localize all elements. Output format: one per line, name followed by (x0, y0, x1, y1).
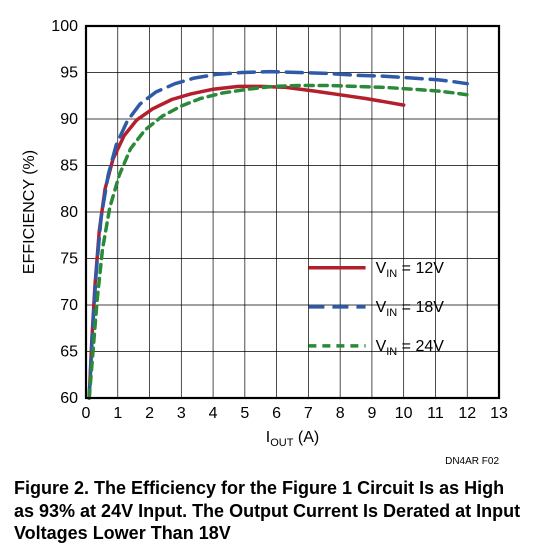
ytick-label: 80 (60, 204, 78, 221)
xtick-label: 7 (304, 405, 313, 422)
xtick-label: 5 (240, 405, 249, 422)
ytick-label: 90 (60, 111, 78, 128)
xtick-label: 4 (209, 405, 218, 422)
figure-id: DN4AR F02 (14, 456, 499, 467)
xtick-label: 8 (336, 405, 345, 422)
ytick-label: 75 (60, 251, 78, 268)
ytick-label: 100 (51, 18, 78, 35)
xtick-label: 6 (272, 405, 281, 422)
ytick-label: 85 (60, 158, 78, 175)
figure-caption: Figure 2. The Efficiency for the Figure … (14, 477, 529, 545)
xtick-label: 13 (490, 405, 508, 422)
chart-svg: 0123456789101112136065707580859095100EFF… (14, 14, 519, 454)
ytick-label: 65 (60, 344, 78, 361)
legend-label: VIN = 18V (376, 299, 445, 319)
ytick-label: 70 (60, 297, 78, 314)
xtick-label: 9 (367, 405, 376, 422)
x-axis-label: IOUT (A) (266, 429, 319, 449)
xtick-label: 2 (145, 405, 154, 422)
y-axis-label: EFFICIENCY (%) (21, 150, 38, 274)
xtick-label: 10 (395, 405, 413, 422)
xtick-label: 11 (427, 405, 444, 422)
xtick-label: 0 (82, 405, 91, 422)
ytick-label: 95 (60, 65, 78, 82)
xtick-label: 12 (458, 405, 476, 422)
ytick-label: 60 (60, 390, 78, 407)
xtick-label: 1 (113, 405, 122, 422)
legend-label: VIN = 12V (376, 260, 445, 280)
xtick-label: 3 (177, 405, 186, 422)
legend-label: VIN = 24V (376, 338, 445, 358)
efficiency-chart: 0123456789101112136065707580859095100EFF… (14, 14, 519, 454)
